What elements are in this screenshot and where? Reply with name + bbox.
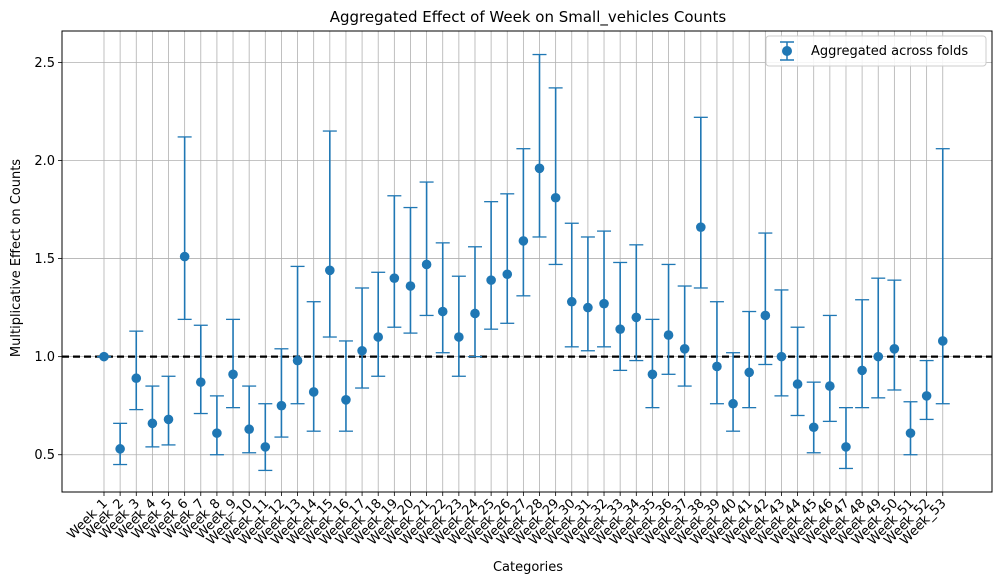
data-point: [792, 379, 803, 389]
y-axis-label: Multiplicative Effect on Counts: [9, 159, 24, 357]
legend: Aggregated across folds: [765, 35, 987, 67]
chart-title: Aggregated Effect of Week on Small_vehic…: [330, 8, 727, 27]
data-point: [599, 298, 609, 309]
x-axis: Week_1Week_2Week_3Week_4Week_5Week_6Week…: [65, 492, 950, 548]
data-point: [647, 369, 658, 380]
data-point: [325, 265, 335, 276]
data-point: [373, 332, 384, 342]
y-tick-label: 0.5: [34, 448, 55, 463]
data-point: [760, 310, 771, 321]
data-point: [147, 418, 158, 429]
data-point: [534, 163, 545, 174]
data-point: [841, 442, 851, 452]
data-point: [744, 367, 754, 378]
data-point: [179, 251, 190, 262]
data-point: [905, 428, 916, 438]
y-tick-label: 1.5: [34, 252, 55, 267]
data-point: [712, 361, 722, 372]
data-point: [470, 308, 480, 319]
plot-frame: [61, 30, 993, 493]
data-point: [195, 377, 206, 387]
legend-marker: [782, 46, 792, 56]
data-point: [454, 332, 464, 342]
data-point: [421, 259, 432, 270]
data-point: [550, 192, 561, 203]
y-tick-label: 2.0: [34, 154, 55, 169]
data-point: [663, 330, 674, 340]
x-axis-label: Categories: [493, 560, 563, 575]
data-point: [696, 222, 706, 232]
data-point: [857, 365, 867, 376]
data-point: [921, 391, 932, 401]
data-point: [276, 400, 287, 411]
data-point: [825, 381, 835, 391]
data-point: [889, 343, 900, 354]
data-point: [615, 324, 625, 334]
data-point: [115, 444, 125, 454]
data-point: [486, 275, 496, 285]
data-point: [873, 351, 884, 362]
data-point: [228, 369, 238, 380]
data-point: [937, 336, 948, 346]
data-point: [163, 414, 174, 425]
data-point: [437, 306, 448, 317]
data-point: [357, 345, 367, 356]
data-point: [405, 281, 416, 291]
data-point: [131, 373, 142, 384]
data-point: [244, 424, 254, 435]
y-tick-label: 2.5: [34, 56, 55, 71]
data-point: [518, 236, 529, 246]
data-point: [583, 302, 593, 313]
legend-label: Aggregated across folds: [811, 44, 968, 59]
y-tick-label: 1.0: [34, 350, 55, 365]
data-point: [776, 351, 787, 362]
data-point: [99, 351, 109, 362]
data-point: [292, 355, 303, 366]
data-point: [341, 395, 351, 405]
data-point: [631, 312, 642, 323]
data-point: [502, 269, 513, 280]
series-group: [97, 53, 950, 472]
data-point: [566, 296, 577, 307]
data-point: [389, 273, 400, 283]
data-point: [728, 398, 738, 409]
data-point: [308, 387, 319, 397]
data-point: [212, 428, 222, 438]
data-point: [679, 343, 690, 354]
legend-box: [765, 35, 987, 67]
data-point: [808, 422, 819, 433]
y-axis: 0.5 1.0 1.5 2.0 2.5: [34, 56, 62, 463]
data-point: [260, 442, 271, 452]
